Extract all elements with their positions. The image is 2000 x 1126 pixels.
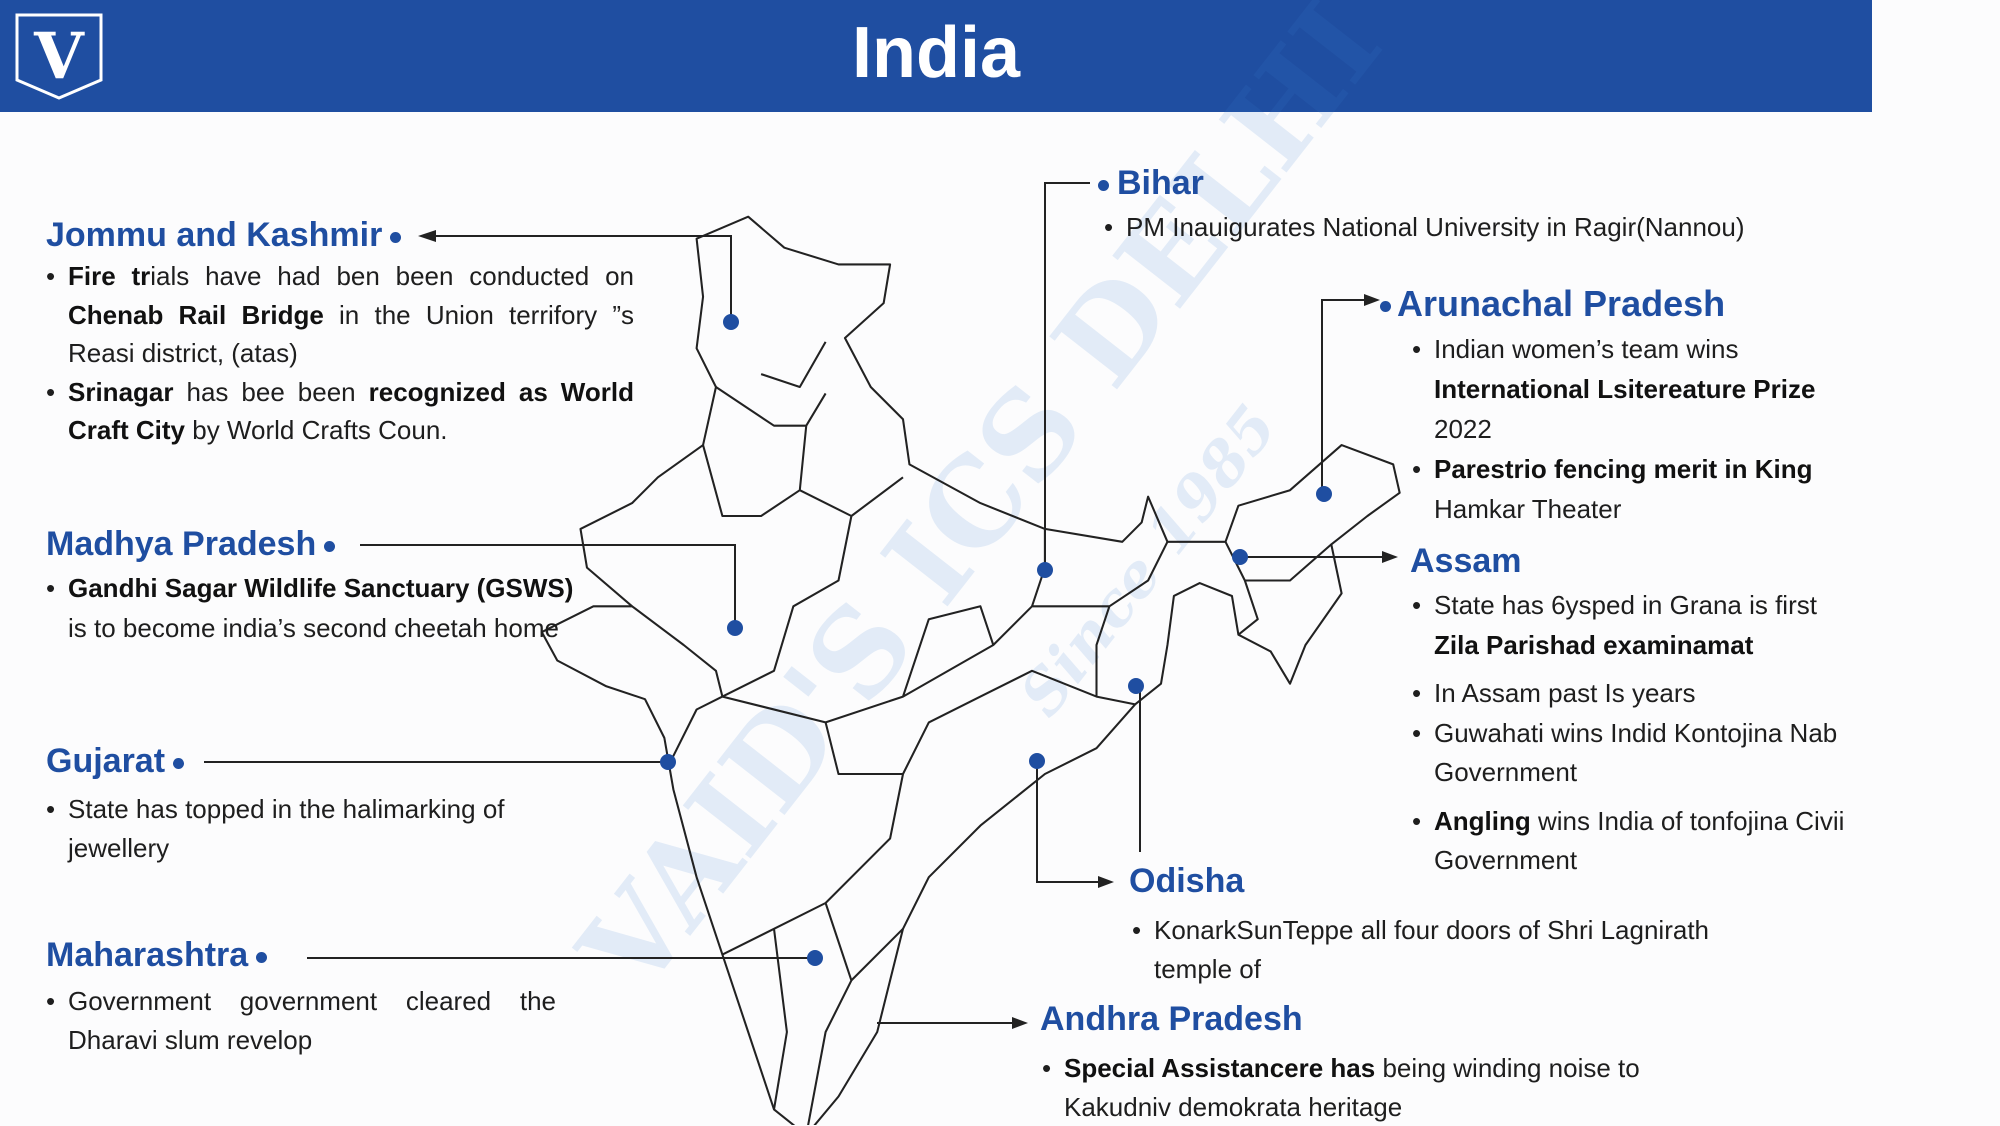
text: In Assam past Is years xyxy=(1434,678,1696,708)
connector-arun xyxy=(1321,299,1368,494)
connector-mp xyxy=(360,544,736,628)
arrow-odisha-icon xyxy=(1098,876,1114,888)
arrow-arun-icon xyxy=(1364,294,1380,306)
state-title-arun: Arunachal Pradesh xyxy=(1380,282,1725,326)
watermark: VAID'S ICS DELHI Since 1985 xyxy=(552,0,1408,1018)
text: wins India of tonfojina Civii Government xyxy=(1434,805,1845,876)
state-title-guj: Gujarat xyxy=(46,739,192,783)
bullet-item: KonarkSunTeppe all four doors of Shri La… xyxy=(1132,911,1772,988)
bullet-dot-icon xyxy=(1380,300,1391,312)
marker-guj xyxy=(660,754,676,770)
marker-arun xyxy=(1316,486,1332,502)
marker-assam xyxy=(1232,549,1248,565)
text: by World Crafts Coun. xyxy=(185,415,448,445)
state-bullets: Special Assistancere has being winding n… xyxy=(1042,1049,1682,1126)
bold-text: Fire tr xyxy=(68,261,151,291)
state-bullets: Gandhi Sagar Wildlife Sanctuary (GSWS) i… xyxy=(46,569,586,648)
state-title-maha: Maharashtra xyxy=(46,933,275,977)
text: State has 6ysped in Grana is first xyxy=(1434,590,1817,620)
header-bar: V India xyxy=(0,0,1872,112)
arrow-jk-icon xyxy=(418,230,436,242)
text: PM Inauigurates National University in R… xyxy=(1126,212,1745,242)
state-bullets: KonarkSunTeppe all four doors of Shri La… xyxy=(1132,911,1772,988)
bullet-item: Guwahati wins Indid Kontojina Nab Govern… xyxy=(1412,714,1852,793)
text: is to become india’s second cheetah home xyxy=(68,612,559,643)
bullet-dot-icon xyxy=(324,540,336,552)
text: has bee been xyxy=(173,376,369,407)
arrow-assam-icon xyxy=(1382,551,1398,563)
connector-odisha xyxy=(1036,686,1141,883)
marker-jk xyxy=(723,314,739,330)
state-bullets: Government government cleared the Dharav… xyxy=(46,982,556,1059)
bold-text: International Lsitereature Prize xyxy=(1434,374,1816,404)
text: Hamkar Theater xyxy=(1434,494,1622,524)
bullet-item: In Assam past Is years xyxy=(1412,674,1852,714)
bold-text: Angling xyxy=(1434,805,1531,836)
text: Indian women’s team wins xyxy=(1434,334,1739,364)
state-bullets: PM Inauigurates National University in R… xyxy=(1104,208,1864,247)
bullet-item: PM Inauigurates National University in R… xyxy=(1104,208,1864,247)
state-bullets: Fire trials have had ben been conducted … xyxy=(46,257,634,450)
marker-maha xyxy=(807,950,823,966)
bullet-item: Indian women’s team wins International L… xyxy=(1412,329,1852,449)
bullet-dot-icon xyxy=(390,231,402,243)
marker-bihar xyxy=(1037,562,1053,578)
state-bullets: Indian women’s team wins International L… xyxy=(1412,329,1852,529)
text: KonarkSunTeppe all four doors of Shri La… xyxy=(1154,915,1710,984)
watermark-text: VAID'S ICS DELHI xyxy=(552,0,1408,1018)
text: ials have had ben been conducted on xyxy=(150,261,634,291)
state-bullets: State has topped in the halimarking of j… xyxy=(46,790,566,867)
bullet-item: Government government cleared the Dharav… xyxy=(46,982,556,1059)
text: Guwahati wins Indid Kontojina Nab Govern… xyxy=(1434,717,1838,788)
arrowheads xyxy=(418,230,1398,1029)
bold-text: Srinagar xyxy=(68,376,174,407)
bullet-dot-icon xyxy=(1098,179,1109,191)
state-title-jk: Jommu and Kashmir xyxy=(46,213,409,257)
bullet-item: Parestrio fencing merit in King Hamkar T… xyxy=(1412,449,1852,529)
svg-text:V: V xyxy=(33,19,85,94)
text: State has topped in the halimarking of j… xyxy=(68,794,505,863)
state-title-assam: Assam xyxy=(1410,542,1522,580)
connector-jk xyxy=(430,235,732,322)
arrow-andhra-icon xyxy=(1012,1017,1028,1029)
bullet-item: Angling wins India of tonfojina Civii Go… xyxy=(1412,802,1852,881)
bullet-item: Srinagar has bee been recognized as Worl… xyxy=(46,373,634,450)
state-title-andhra: Andhra Pradesh xyxy=(1040,1000,1303,1038)
text: being winding noise to Kakudniv demokrat… xyxy=(1064,1053,1640,1122)
bold-text: Zila Parishad examinamat xyxy=(1434,629,1754,660)
page-title: India xyxy=(851,13,1020,93)
logo-shield-icon: V xyxy=(15,13,103,100)
bullet-item: Fire trials have had ben been conducted … xyxy=(46,257,634,373)
state-bullets: State has 6ysped in Grana is first Zila … xyxy=(1412,586,1852,881)
state-title-mp: Madhya Pradesh xyxy=(46,522,343,566)
bold-text: Gandhi Sagar Wildlife Sanctuary (GSWS) xyxy=(68,573,574,603)
connector-bihar xyxy=(1044,182,1090,570)
bullet-dot-icon xyxy=(173,757,185,769)
bullet-dot-icon xyxy=(256,951,268,963)
marker-odisha xyxy=(1029,753,1045,769)
bullet-item: Special Assistancere has being winding n… xyxy=(1042,1049,1682,1126)
bold-text: Special Assistancere has xyxy=(1064,1053,1376,1083)
text: 2022 xyxy=(1434,414,1492,444)
location-markers xyxy=(660,314,1332,966)
bold-text: Chenab Rail Bridge xyxy=(68,299,324,330)
bold-text: recognized as World Craft City xyxy=(68,376,634,446)
bullet-item: State has 6ysped in Grana is first Zila … xyxy=(1412,586,1852,665)
text: in the Union terrifory ”s Reasi district… xyxy=(68,299,634,369)
connector-lines xyxy=(204,182,1385,1024)
state-title-bihar: Bihar xyxy=(1098,161,1204,205)
bold-text: Parestrio fencing merit in King xyxy=(1434,454,1813,484)
marker-mp xyxy=(727,620,743,636)
bullet-item: Gandhi Sagar Wildlife Sanctuary (GSWS) i… xyxy=(46,569,586,648)
state-lines xyxy=(631,341,1332,1125)
bullet-item: State has topped in the halimarking of j… xyxy=(46,790,566,867)
text: Government government cleared the Dharav… xyxy=(68,986,556,1055)
state-title-odisha: Odisha xyxy=(1129,862,1245,900)
marker-odisha-2 xyxy=(1128,678,1144,694)
